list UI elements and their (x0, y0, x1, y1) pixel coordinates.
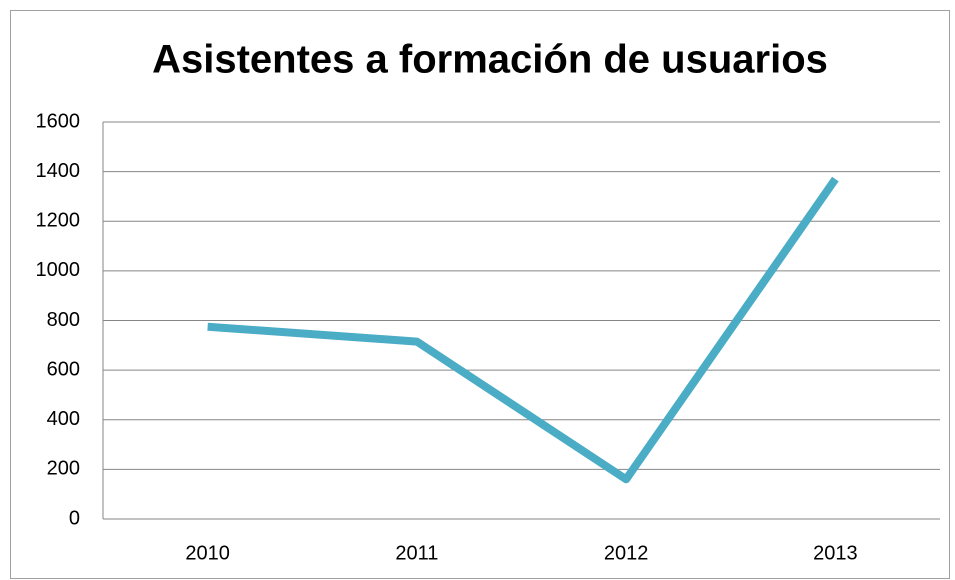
y-tick-label: 1400 (36, 160, 81, 182)
y-tick-label: 200 (47, 458, 80, 480)
y-tick-label: 1000 (36, 259, 81, 281)
x-tick-label: 2012 (604, 542, 649, 564)
y-tick-label: 600 (47, 358, 80, 380)
chart-title: Asistentes a formación de usuarios (152, 38, 828, 82)
x-tick-label: 2010 (185, 542, 230, 564)
x-tick-label: 2011 (395, 542, 438, 564)
y-tick-label: 1200 (36, 210, 81, 232)
y-tick-label: 0 (69, 507, 80, 529)
y-tick-label: 400 (47, 408, 80, 430)
x-tick-label: 2013 (813, 542, 858, 564)
chart-frame (10, 10, 950, 579)
line-series (207, 176, 839, 484)
y-tick-label: 800 (47, 309, 80, 331)
y-tick-label: 1600 (36, 110, 81, 132)
